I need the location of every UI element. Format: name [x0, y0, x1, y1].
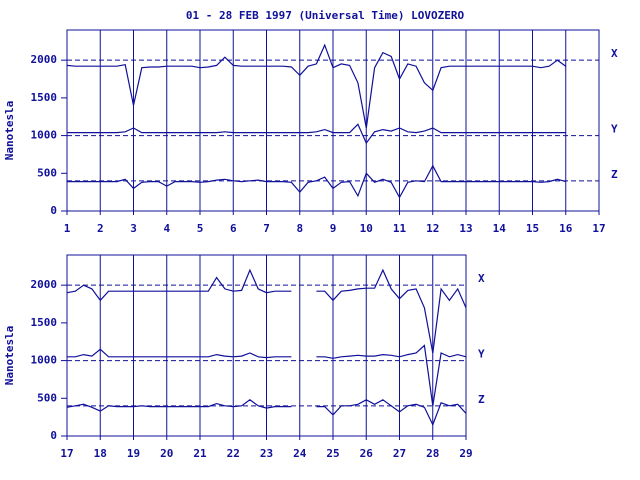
- x-tick-label: 5: [197, 222, 204, 235]
- x-tick-label: 23: [260, 447, 273, 460]
- x-tick-label: 12: [426, 222, 439, 235]
- x-tick-label: 17: [592, 222, 605, 235]
- series-line: [66, 43, 567, 129]
- y-tick-label: 1000: [31, 354, 58, 367]
- x-tick-label: 28: [426, 447, 439, 460]
- x-tick-label: 19: [127, 447, 140, 460]
- x-tick-label: 16: [559, 222, 573, 235]
- x-tick-label: 24: [293, 447, 307, 460]
- x-tick-label: 2: [97, 222, 104, 235]
- x-tick-label: 26: [360, 447, 374, 460]
- series-line: [67, 123, 566, 145]
- y-tick-label: 500: [37, 166, 57, 179]
- x-tick-label: 21: [193, 447, 207, 460]
- series-label: Z: [611, 168, 618, 181]
- y-tick-label: 0: [50, 204, 57, 217]
- series-label: Y: [478, 348, 485, 361]
- x-tick-label: 18: [94, 447, 107, 460]
- series-label: Y: [611, 123, 618, 136]
- series-line: [67, 344, 467, 406]
- x-tick-label: 11: [393, 222, 407, 235]
- x-tick-label: 10: [360, 222, 373, 235]
- y-axis-label: Nanotesla: [3, 101, 16, 161]
- x-tick-label: 14: [493, 222, 507, 235]
- x-tick-label: 20: [160, 447, 173, 460]
- y-tick-label: 500: [37, 391, 57, 404]
- y-tick-label: 2000: [31, 278, 58, 291]
- x-tick-label: 3: [130, 222, 137, 235]
- series-line: [67, 164, 566, 199]
- x-tick-label: 17: [60, 447, 73, 460]
- x-tick-label: 9: [330, 222, 337, 235]
- series-line: [66, 399, 467, 427]
- y-axis-label: Nanotesla: [3, 326, 16, 386]
- x-tick-label: 8: [296, 222, 303, 235]
- series-label: X: [611, 47, 618, 60]
- x-tick-label: 13: [459, 222, 472, 235]
- y-tick-label: 0: [50, 429, 57, 442]
- x-tick-label: 1: [64, 222, 71, 235]
- x-tick-label: 7: [263, 222, 270, 235]
- y-tick-label: 1500: [31, 91, 58, 104]
- x-tick-label: 6: [230, 222, 237, 235]
- x-tick-label: 22: [227, 447, 240, 460]
- y-tick-label: 1000: [31, 129, 58, 142]
- series-line: [66, 268, 467, 354]
- x-tick-label: 15: [526, 222, 539, 235]
- y-tick-label: 1500: [31, 316, 58, 329]
- y-tick-label: 2000: [31, 53, 58, 66]
- x-tick-label: 29: [459, 447, 472, 460]
- x-tick-label: 27: [393, 447, 406, 460]
- series-label: Z: [478, 393, 485, 406]
- chart-title: 01 - 28 FEB 1997 (Universal Time) LOVOZE…: [186, 9, 465, 22]
- x-tick-label: 25: [326, 447, 339, 460]
- x-tick-label: 4: [163, 222, 170, 235]
- series-label: X: [478, 272, 485, 285]
